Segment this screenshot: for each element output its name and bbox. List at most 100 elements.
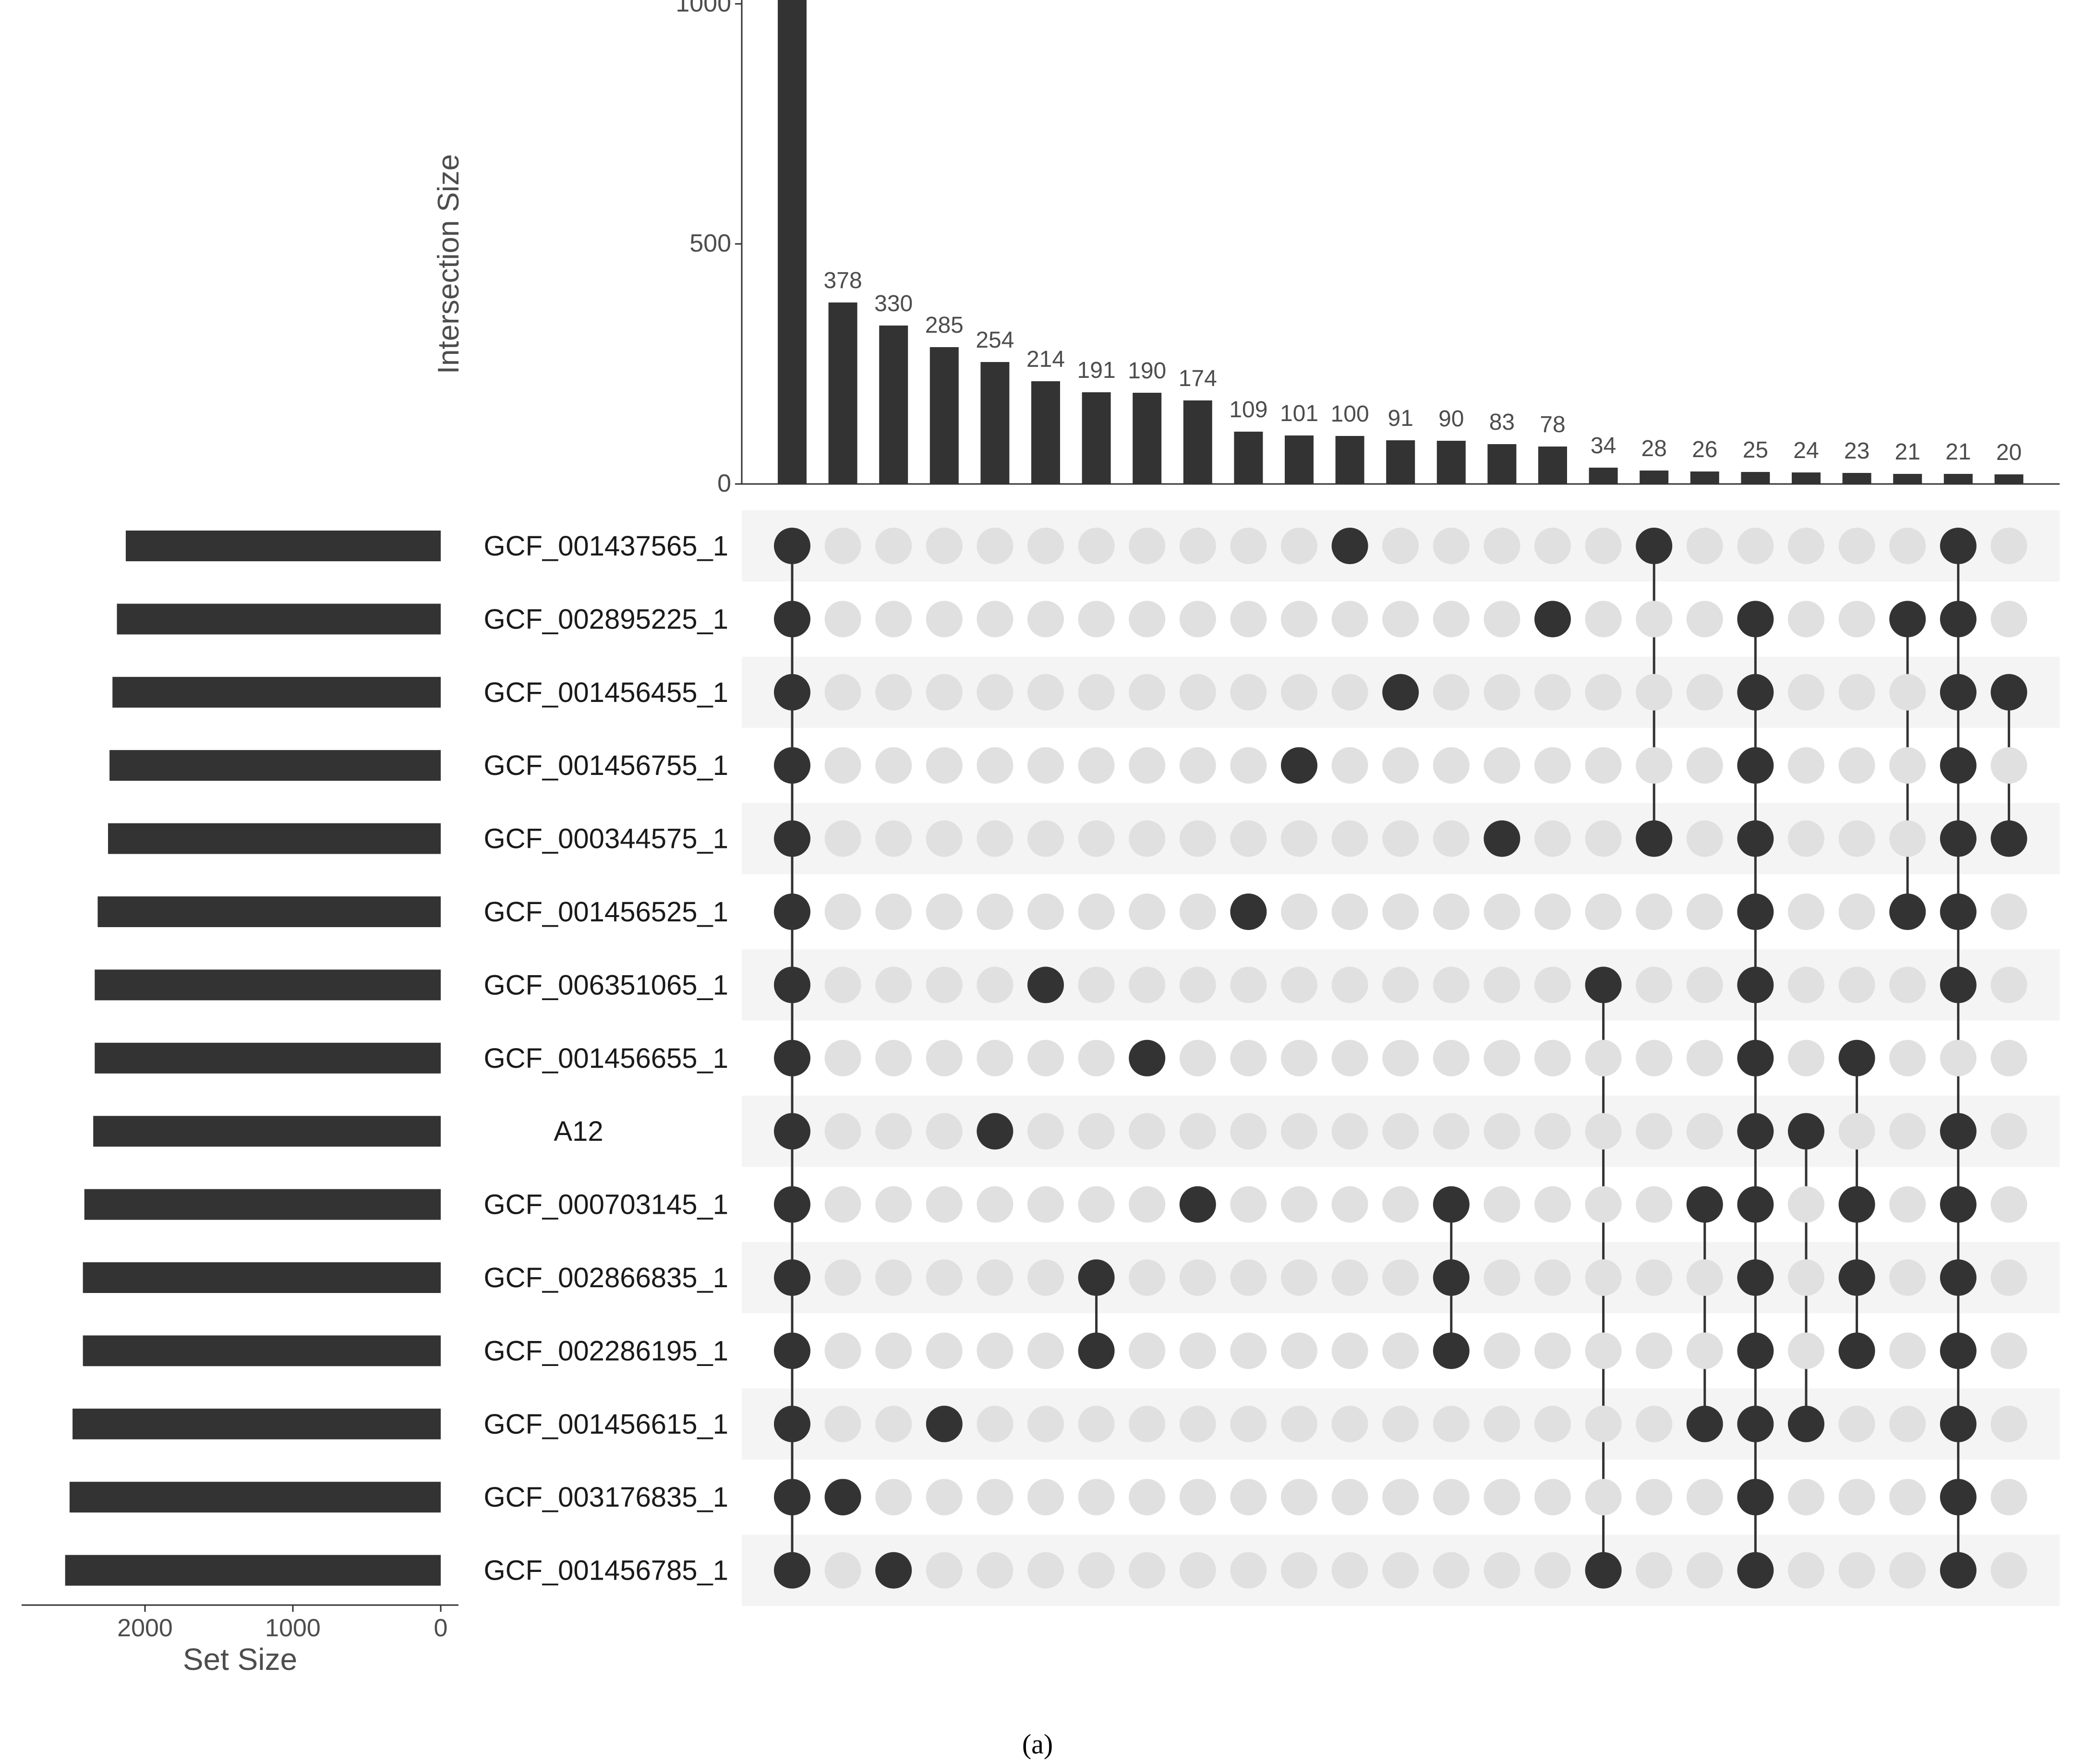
set-size-bar [72,1408,441,1439]
matrix-dot-active [1686,1405,1723,1442]
matrix-dot-active [977,1113,1013,1150]
matrix-dot-active [1940,1259,1977,1296]
matrix-dot-inactive [1230,528,1267,564]
matrix-dot-active [1940,1332,1977,1369]
matrix-dot-inactive [1484,1405,1520,1442]
matrix-dot-inactive [1788,1332,1824,1369]
matrix-dot-inactive [1331,601,1368,638]
matrix-dot-inactive [1484,1259,1520,1296]
matrix-dot-inactive [1838,894,1875,930]
matrix-dot-inactive [1636,1479,1673,1516]
set-name-label: GCF_001437565_1 [483,531,728,562]
matrix-dot-active [774,967,810,1003]
matrix-dot-inactive [977,747,1013,784]
matrix-dot-inactive [1129,674,1166,711]
matrix-dot-active [1737,1259,1774,1296]
intersection-bar [778,0,807,484]
matrix-dot-active [1737,674,1774,711]
matrix-dot-inactive [1129,1113,1166,1150]
matrix-dot-inactive [1991,601,2027,638]
matrix-dot-inactive [1129,1552,1166,1589]
intersection-bars [778,0,2024,484]
matrix-dot-inactive [1484,674,1520,711]
matrix-dot-inactive [977,967,1013,1003]
matrix-dot-active [1940,601,1977,638]
matrix-dot-inactive [926,601,963,638]
set-size-bars [65,531,441,1586]
matrix-dot-inactive [1838,1479,1875,1516]
matrix-dot-inactive [1534,747,1571,784]
intersection-bar-label: 100 [1331,401,1369,427]
matrix-dot-inactive [1281,528,1317,564]
matrix-dot-inactive [1636,1405,1673,1442]
intersection-bar-label: 190 [1128,358,1166,384]
matrix-dot-inactive [1179,1552,1216,1589]
matrix-dot-active [1940,1113,1977,1150]
matrix-dot-active [1991,674,2027,711]
intersection-bar-label: 109 [1229,397,1267,423]
matrix-dot-inactive [1686,528,1723,564]
matrix-dot-inactive [875,1405,912,1442]
matrix-dot-inactive [1078,1039,1115,1076]
matrix-dot-inactive [1281,601,1317,638]
matrix-dot-inactive [1027,1479,1064,1516]
set-size-bar [125,531,441,561]
matrix-dot-active [1940,1405,1977,1442]
matrix-dot-inactive [1991,1479,2027,1516]
matrix-dot-inactive [1230,601,1267,638]
matrix-dot-inactive [1433,1552,1470,1589]
intersection-bar [1487,444,1517,484]
matrix-dot-inactive [1484,894,1520,930]
matrix-dot-inactive [1585,1186,1622,1223]
matrix-dot-active [1737,1552,1774,1589]
matrix-dot-inactive [1382,1039,1419,1076]
intersection-bar [1640,471,1669,484]
matrix-dot-inactive [1788,528,1824,564]
set-name-label: GCF_001456655_1 [483,1043,728,1074]
matrix-dot-inactive [1534,1332,1571,1369]
matrix-dot-inactive [1585,1332,1622,1369]
matrix-dot-inactive [1484,1113,1520,1150]
matrix-dot-inactive [1129,747,1166,784]
matrix-dot-inactive [1484,747,1520,784]
matrix-dot-inactive [1534,894,1571,930]
matrix-dot-inactive [824,1332,861,1369]
matrix-dot-active [774,674,810,711]
matrix-dot-active [774,601,810,638]
matrix-dot-active [774,1259,810,1296]
matrix-dot-inactive [977,674,1013,711]
intersection-bar-label: 101 [1280,401,1318,426]
matrix-dot-active [824,1479,861,1516]
matrix-dot-inactive [1331,1479,1368,1516]
intersection-bar [1943,474,1973,484]
intersection-bar [1436,441,1466,484]
set-name-label: GCF_006351065_1 [483,969,728,1001]
matrix-dot-inactive [824,1552,861,1589]
matrix-dot-active [1940,674,1977,711]
intersection-bar-label: 191 [1077,358,1116,383]
matrix-dot-inactive [1331,1186,1368,1223]
matrix-dot-active [1940,894,1977,930]
matrix-dot-inactive [1230,967,1267,1003]
figure-caption: (a) [1022,1728,1053,1760]
matrix-dot-inactive [1382,894,1419,930]
matrix-dot-inactive [1737,528,1774,564]
intersection-bar-label: 20 [1996,440,2022,465]
matrix-dot-inactive [1281,1186,1317,1223]
matrix-dot-inactive [1585,601,1622,638]
matrix-dot-inactive [1889,1039,1926,1076]
set-name-label: GCF_002286195_1 [483,1335,728,1366]
matrix-dot-active [1737,1479,1774,1516]
matrix-dot-inactive [1585,1039,1622,1076]
matrix-dot-active [774,1479,810,1516]
matrix-dot-inactive [1027,747,1064,784]
matrix-dot-inactive [875,1479,912,1516]
matrix-dot-inactive [1331,674,1368,711]
intersection-size-axis-title: Intersection Size [432,154,465,374]
matrix-dot-inactive [1027,528,1064,564]
matrix-dot-inactive [1686,1552,1723,1589]
set-size-bar [84,1189,441,1220]
intersection-bar [1031,381,1060,484]
matrix-dot-inactive [824,967,861,1003]
matrix-dot-inactive [1484,1186,1520,1223]
